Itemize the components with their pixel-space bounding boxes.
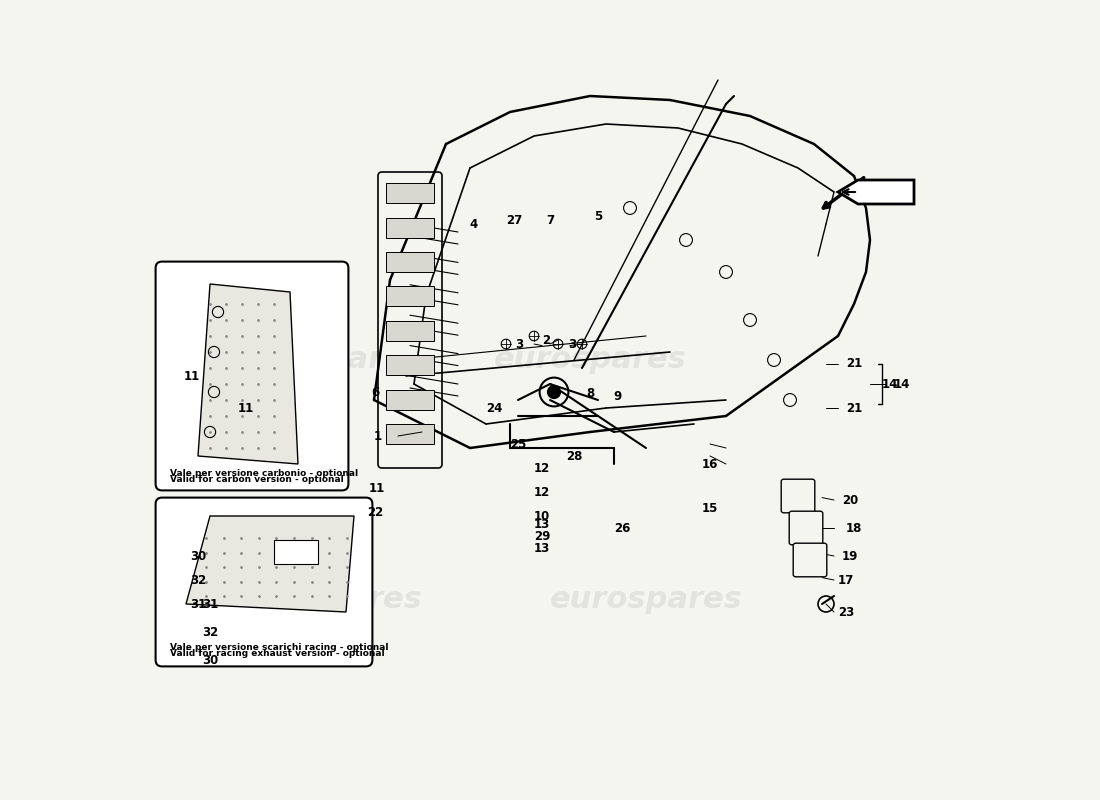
Text: eurospares: eurospares	[230, 346, 422, 374]
Text: 28: 28	[565, 450, 582, 462]
Text: 17: 17	[838, 574, 854, 586]
Text: 14: 14	[882, 378, 899, 390]
Text: 6: 6	[372, 386, 379, 398]
Text: 1: 1	[374, 430, 382, 442]
Text: Valid for carbon version - optional: Valid for carbon version - optional	[170, 475, 343, 484]
Bar	[386, 321, 434, 341]
Text: 9: 9	[614, 390, 623, 402]
Text: 12: 12	[534, 486, 550, 498]
Text: 27: 27	[506, 214, 522, 226]
Text: 32: 32	[190, 574, 206, 586]
Text: eurospares: eurospares	[230, 586, 422, 614]
Text: 25: 25	[509, 438, 526, 450]
Text: 16: 16	[702, 458, 718, 470]
Bar	[386, 355, 434, 375]
Polygon shape	[838, 180, 914, 204]
Text: 20: 20	[842, 494, 858, 506]
Text: Vale per versione carbonio - optional: Vale per versione carbonio - optional	[170, 469, 359, 478]
Text: 30: 30	[202, 654, 218, 666]
Bar	[386, 286, 434, 306]
Bar	[386, 424, 434, 444]
Text: 8: 8	[586, 387, 595, 400]
Bar	[386, 183, 434, 203]
Text: 13: 13	[534, 518, 550, 530]
Bar	[386, 218, 434, 238]
Text: 11: 11	[368, 482, 385, 494]
Bar	[274, 540, 318, 564]
FancyBboxPatch shape	[155, 262, 349, 490]
Text: eurospares: eurospares	[550, 586, 742, 614]
Text: 31: 31	[190, 598, 206, 610]
Text: 11: 11	[238, 402, 254, 414]
Text: 31: 31	[202, 598, 218, 610]
Text: 29: 29	[534, 530, 550, 542]
Polygon shape	[186, 516, 354, 612]
Text: 18: 18	[846, 522, 862, 534]
Text: 30: 30	[190, 550, 206, 562]
Circle shape	[548, 386, 560, 398]
Text: eurospares: eurospares	[494, 346, 686, 374]
FancyBboxPatch shape	[155, 498, 373, 666]
Text: 14: 14	[894, 378, 910, 390]
Text: Valid for racing exhaust version - optional: Valid for racing exhaust version - optio…	[170, 650, 385, 658]
Text: 21: 21	[846, 358, 862, 370]
Text: 5: 5	[594, 210, 602, 222]
Text: 3: 3	[569, 338, 576, 350]
Text: 11: 11	[184, 370, 200, 382]
Text: 7: 7	[546, 214, 554, 226]
Polygon shape	[198, 284, 298, 464]
Text: 3: 3	[516, 338, 524, 350]
Text: Vale per versione scarichi racing - optional: Vale per versione scarichi racing - opti…	[170, 643, 388, 652]
Text: 21: 21	[846, 402, 862, 414]
Bar	[386, 252, 434, 272]
FancyBboxPatch shape	[789, 511, 823, 545]
Text: 13: 13	[534, 542, 550, 554]
FancyBboxPatch shape	[378, 172, 442, 468]
Text: 19: 19	[842, 550, 858, 562]
FancyBboxPatch shape	[781, 479, 815, 513]
Text: 12: 12	[534, 462, 550, 474]
Text: 4: 4	[470, 218, 478, 230]
Text: 23: 23	[838, 606, 854, 618]
Text: 10: 10	[534, 510, 550, 522]
Text: 32: 32	[202, 626, 218, 638]
FancyBboxPatch shape	[793, 543, 827, 577]
Text: 15: 15	[702, 502, 718, 514]
Text: 2: 2	[542, 334, 550, 346]
Text: 26: 26	[614, 522, 630, 534]
Bar	[386, 390, 434, 410]
Text: 24: 24	[486, 402, 503, 414]
Text: 22: 22	[367, 506, 384, 518]
